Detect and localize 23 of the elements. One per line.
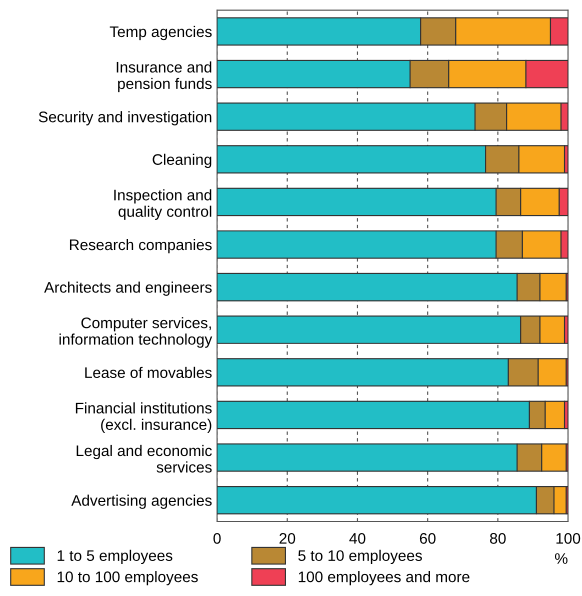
y-tick-label: Architects and engineers bbox=[44, 282, 212, 296]
y-tick-label: Temp agencies bbox=[110, 26, 212, 40]
x-tick-label: 100 bbox=[556, 533, 580, 544]
y-tick-label: Research companies bbox=[70, 238, 212, 254]
x-tick-label: 60 bbox=[420, 533, 436, 544]
x-tick-label: 0 bbox=[213, 533, 221, 544]
x-tick-label: 20 bbox=[280, 533, 296, 544]
x-tick-label: 80 bbox=[490, 533, 506, 544]
y-tick-label: Cleaning bbox=[152, 154, 212, 168]
y-tick-label: Security and investigation bbox=[38, 111, 212, 126]
y-tick-label: Financial institutions (excl. insurance) bbox=[76, 402, 212, 433]
y-tick-label: Lease of movables bbox=[85, 366, 212, 378]
y-tick-label: Legal and economic services bbox=[76, 444, 212, 473]
legend-label: 10 to 100 employees bbox=[58, 571, 198, 586]
x-tick-label: 40 bbox=[349, 533, 366, 544]
legend-label: 100 employees and more bbox=[298, 571, 470, 586]
y-tick-label: Computer services, information technology bbox=[60, 317, 212, 348]
legend-label: 5 to 10 employees bbox=[298, 550, 422, 564]
x-axis-title: % bbox=[554, 553, 568, 564]
y-tick-label: Insurance and pension funds bbox=[116, 61, 212, 92]
y-tick-label: Inspection and quality control bbox=[114, 189, 212, 220]
legend-label: 1 to 5 employees bbox=[58, 550, 172, 564]
y-tick-label: Advertising agencies bbox=[71, 494, 212, 509]
